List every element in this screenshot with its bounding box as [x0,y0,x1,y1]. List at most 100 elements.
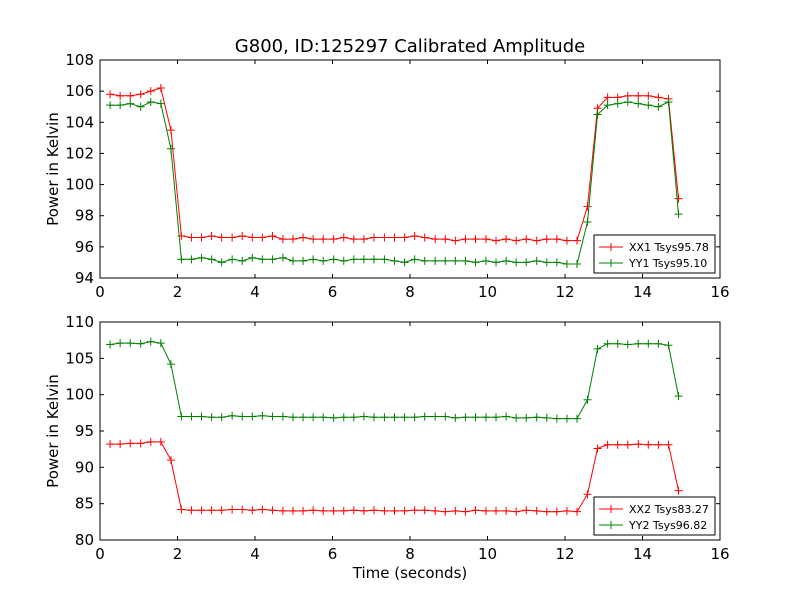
data-point [116,91,125,100]
data-point [674,194,683,203]
data-point [542,235,551,244]
data-point [461,256,470,265]
data-point [410,231,419,240]
data-point [359,412,368,421]
data-point [207,231,216,240]
data-point [431,256,440,265]
data-point [207,506,216,515]
data-point [248,506,257,515]
data-point [258,411,267,420]
data-point [634,440,643,449]
data-point [431,412,440,421]
data-point [197,233,206,242]
data-point [634,91,643,100]
data-point [349,235,358,244]
data-point [471,258,480,267]
data-point [613,339,622,348]
data-point [288,235,297,244]
data-point [481,506,490,515]
data-point [329,413,338,422]
data-point [623,98,632,107]
data-point [319,256,328,265]
y-tick-label: 105 [65,349,94,367]
data-point [309,235,318,244]
data-point [309,413,318,422]
data-point [278,412,287,421]
data-point [106,340,115,349]
data-point [299,506,308,515]
data-point [319,506,328,515]
data-point [481,413,490,422]
chart-title: G800, ID:125297 Calibrated Amplitude [235,36,585,57]
data-point [146,87,155,96]
data-point [359,235,368,244]
legend-box [593,234,716,274]
data-point [319,235,328,244]
data-point [461,507,470,516]
data-point [288,506,297,515]
x-tick-label: 6 [328,545,338,563]
data-point [502,256,511,265]
data-point [258,505,267,514]
data-point [583,490,592,499]
legend-entry: XX1 Tsys95.78 [629,241,709,254]
x-tick-label: 12 [555,545,574,563]
data-point [126,91,135,100]
legend-entry: XX2 Tsys83.27 [629,503,709,516]
data-point [522,413,531,422]
data-point [106,101,115,110]
data-point [369,413,378,422]
data-point [156,437,165,446]
data-point [603,93,612,102]
data-point [441,256,450,265]
data-point [400,413,409,422]
data-point [562,259,571,268]
data-point [228,255,237,264]
legend-swatch-marker [607,521,615,529]
data-point [613,99,622,108]
data-point [644,101,653,110]
data-point [664,98,673,107]
x-tick-label: 12 [555,283,574,301]
data-point [116,440,125,449]
data-point [664,440,673,449]
data-point [146,437,155,446]
data-point [197,253,206,262]
data-point [248,412,257,421]
data-point [380,233,389,242]
x-tick-label: 0 [95,283,105,301]
data-point [420,412,429,421]
y-tick-label: 95 [75,422,94,440]
data-point [492,258,501,267]
data-point [431,506,440,515]
data-point [238,412,247,421]
data-point [471,413,480,422]
data-point [339,413,348,422]
data-point [502,506,511,515]
data-point [451,506,460,515]
x-tick-label: 14 [633,283,652,301]
data-point [106,440,115,449]
data-point [603,101,612,110]
data-point [278,253,287,262]
data-point [166,456,175,465]
legend-box [593,496,716,536]
legend-entry: YY2 Tsys96.82 [628,519,707,532]
data-point [136,90,145,99]
data-point [522,235,531,244]
data-point [522,258,531,267]
data-point [461,235,470,244]
data-point [654,339,663,348]
data-point [542,258,551,267]
data-point [329,235,338,244]
data-point [532,236,541,245]
data-point [532,413,541,422]
data-point [187,412,196,421]
data-point [441,507,450,516]
data-point [288,413,297,422]
data-point [492,506,501,515]
y-tick-label: 85 [75,495,94,513]
data-point [136,102,145,111]
data-point [674,486,683,495]
data-point [674,210,683,219]
